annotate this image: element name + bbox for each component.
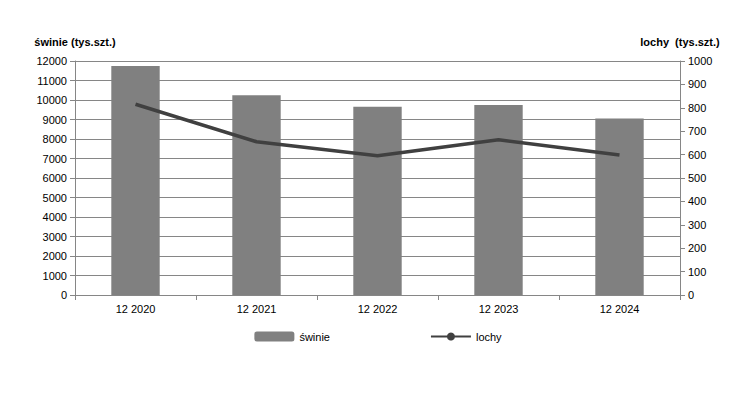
svg-text:6000: 6000 bbox=[43, 172, 67, 184]
svg-text:1000: 1000 bbox=[43, 270, 67, 282]
svg-text:lochy: lochy bbox=[476, 331, 502, 343]
svg-text:12 2024: 12 2024 bbox=[600, 303, 640, 315]
svg-text:świnie (tys.szt.): świnie (tys.szt.) bbox=[34, 36, 116, 48]
svg-text:500: 500 bbox=[688, 172, 706, 184]
svg-text:2000: 2000 bbox=[43, 250, 67, 262]
svg-text:100: 100 bbox=[688, 266, 706, 278]
svg-text:5000: 5000 bbox=[43, 192, 67, 204]
svg-text:lochy (tys.szt.): lochy (tys.szt.) bbox=[640, 36, 720, 48]
svg-text:8000: 8000 bbox=[43, 133, 67, 145]
svg-text:10000: 10000 bbox=[36, 94, 67, 106]
svg-text:1000: 1000 bbox=[688, 55, 712, 67]
svg-text:0: 0 bbox=[61, 289, 67, 301]
svg-text:400: 400 bbox=[688, 195, 706, 207]
svg-text:700: 700 bbox=[688, 125, 706, 137]
svg-text:9000: 9000 bbox=[43, 114, 67, 126]
svg-text:900: 900 bbox=[688, 78, 706, 90]
svg-text:12 2023: 12 2023 bbox=[479, 303, 519, 315]
svg-text:4000: 4000 bbox=[43, 211, 67, 223]
svg-text:12 2020: 12 2020 bbox=[116, 303, 156, 315]
svg-text:12000: 12000 bbox=[36, 55, 67, 67]
svg-text:12 2022: 12 2022 bbox=[358, 303, 398, 315]
svg-text:świnie: świnie bbox=[299, 331, 330, 343]
svg-text:200: 200 bbox=[688, 242, 706, 254]
svg-text:11000: 11000 bbox=[37, 75, 67, 87]
svg-text:12 2021: 12 2021 bbox=[237, 303, 277, 315]
svg-text:0: 0 bbox=[688, 289, 694, 301]
svg-text:600: 600 bbox=[688, 149, 706, 161]
svg-text:300: 300 bbox=[688, 219, 706, 231]
svg-text:3000: 3000 bbox=[43, 231, 67, 243]
svg-text:7000: 7000 bbox=[43, 153, 67, 165]
svg-text:800: 800 bbox=[688, 102, 706, 114]
